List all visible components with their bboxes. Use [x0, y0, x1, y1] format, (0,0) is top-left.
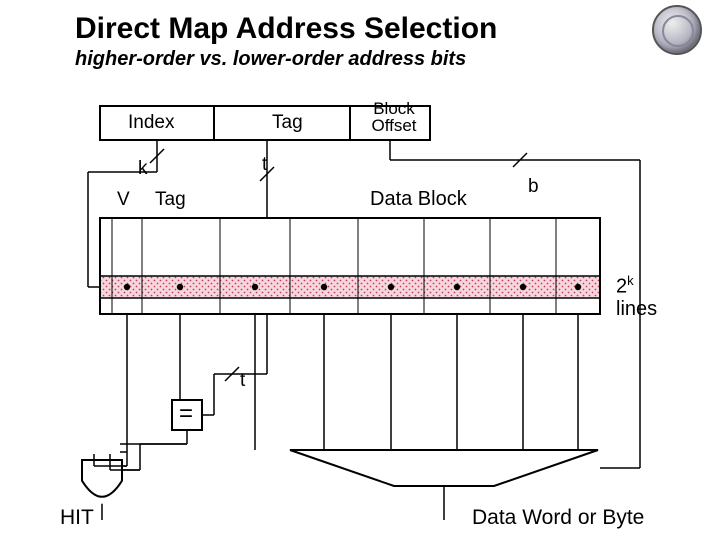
diagram: [0, 0, 720, 540]
t-upper-label: t: [262, 154, 267, 176]
field-offset-label: Block Offset: [360, 100, 428, 134]
lines-label: 2k lines: [616, 270, 657, 320]
data-block-label: Data Block: [370, 188, 467, 211]
field-tag-label: Tag: [272, 112, 303, 134]
dout-label: Data Word or Byte: [472, 506, 644, 530]
lines-2: 2: [616, 276, 627, 298]
b-label: b: [528, 176, 539, 198]
lines-text: lines: [616, 298, 657, 320]
eq-label: =: [179, 400, 193, 428]
field-index-label: Index: [128, 112, 174, 134]
t-lower-label: t: [240, 370, 245, 392]
k-label: k: [138, 158, 148, 180]
v-col-label: V: [117, 189, 130, 211]
tag-col-label: Tag: [155, 189, 186, 211]
lines-k: k: [627, 273, 634, 288]
hit-label: HIT: [60, 506, 94, 530]
